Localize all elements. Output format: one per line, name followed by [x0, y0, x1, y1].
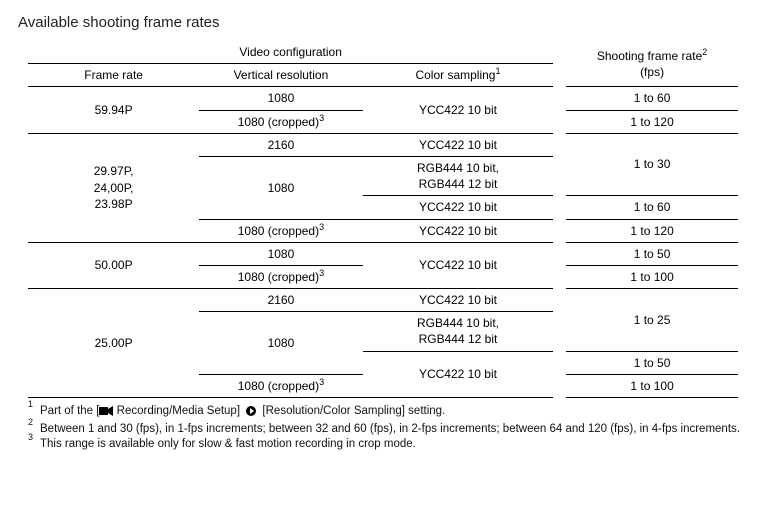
cell-frame-rate: 25.00P [28, 289, 199, 398]
footnote-3: 3 This range is available only for slow … [28, 437, 748, 453]
page-title: Available shooting frame rates [18, 14, 752, 31]
cell-frame-rate: 29.97P, 24,00P, 23.98P [28, 133, 199, 242]
table-row: 59.94P 1080 YCC422 10 bit 1 to 60 [28, 87, 738, 110]
cell-frame-rate: 59.94P [28, 87, 199, 133]
cell-vres: 1080 [199, 87, 362, 110]
cell-color: RGB444 10 bit, RGB444 12 bit [363, 312, 554, 351]
cell-color: YCC422 10 bit [363, 87, 554, 133]
table-row: 50.00P 1080 YCC422 10 bit 1 to 50 [28, 242, 738, 265]
cell-sfr: 1 to 100 [566, 374, 738, 397]
cell-sfr: 1 to 60 [566, 196, 738, 219]
cell-color: YCC422 10 bit [363, 289, 554, 312]
cell-sfr: 1 to 100 [566, 265, 738, 288]
cell-sfr: 1 to 50 [566, 242, 738, 265]
cell-vres: 2160 [199, 133, 362, 156]
cell-vres: 1080 [199, 242, 362, 265]
cell-sfr: 1 to 30 [566, 133, 738, 196]
header-gap [553, 41, 566, 64]
sup-2: 2 [702, 47, 707, 57]
cell-vres: 1080 (cropped)3 [199, 110, 362, 133]
header-shooting-rate-text: Shooting frame rate [597, 49, 702, 63]
cell-sfr: 1 to 120 [566, 110, 738, 133]
cell-color: YCC422 10 bit [363, 242, 554, 288]
cell-color: YCC422 10 bit [363, 133, 554, 156]
cell-color: YCC422 10 bit [363, 219, 554, 242]
cell-sfr: 1 to 60 [566, 87, 738, 110]
cell-color: RGB444 10 bit, RGB444 12 bit [363, 156, 554, 195]
cell-vres: 1080 [199, 312, 362, 375]
header-color-sampling: Color sampling1 [363, 64, 554, 87]
header-vertical-res: Vertical resolution [199, 64, 362, 87]
cell-vres: 1080 (cropped)3 [199, 219, 362, 242]
header-color-sampling-text: Color sampling [415, 68, 495, 82]
header-video-config: Video configuration [28, 41, 553, 64]
arrow-icon [246, 406, 256, 422]
footnotes: 1 Part of the [ Recording/Media Setup] [… [28, 404, 748, 453]
header-frame-rate: Frame rate [28, 64, 199, 87]
table-row: 25.00P 2160 YCC422 10 bit 1 to 25 [28, 289, 738, 312]
cell-vres: 1080 (cropped)3 [199, 374, 362, 397]
cell-vres: 1080 [199, 156, 362, 219]
cell-vres: 1080 (cropped)3 [199, 265, 362, 288]
cell-sfr: 1 to 50 [566, 351, 738, 374]
camera-icon [99, 406, 113, 422]
frame-rate-table: Video configuration Shooting frame rate2… [28, 41, 738, 398]
footnote-1: 1 Part of the [ Recording/Media Setup] [… [28, 404, 748, 422]
footnote-2: 2 Between 1 and 30 (fps), in 1-fps incre… [28, 422, 748, 438]
sup-1: 1 [495, 66, 500, 76]
header-gap [553, 64, 566, 87]
cell-vres: 2160 [199, 289, 362, 312]
cell-color: YCC422 10 bit [363, 351, 554, 397]
table-row: 29.97P, 24,00P, 23.98P 2160 YCC422 10 bi… [28, 133, 738, 156]
cell-sfr: 1 to 25 [566, 289, 738, 352]
cell-frame-rate: 50.00P [28, 242, 199, 288]
cell-color: YCC422 10 bit [363, 196, 554, 219]
header-shooting-rate: Shooting frame rate2 (fps) [566, 41, 738, 87]
cell-sfr: 1 to 120 [566, 219, 738, 242]
header-fps: (fps) [640, 65, 664, 79]
